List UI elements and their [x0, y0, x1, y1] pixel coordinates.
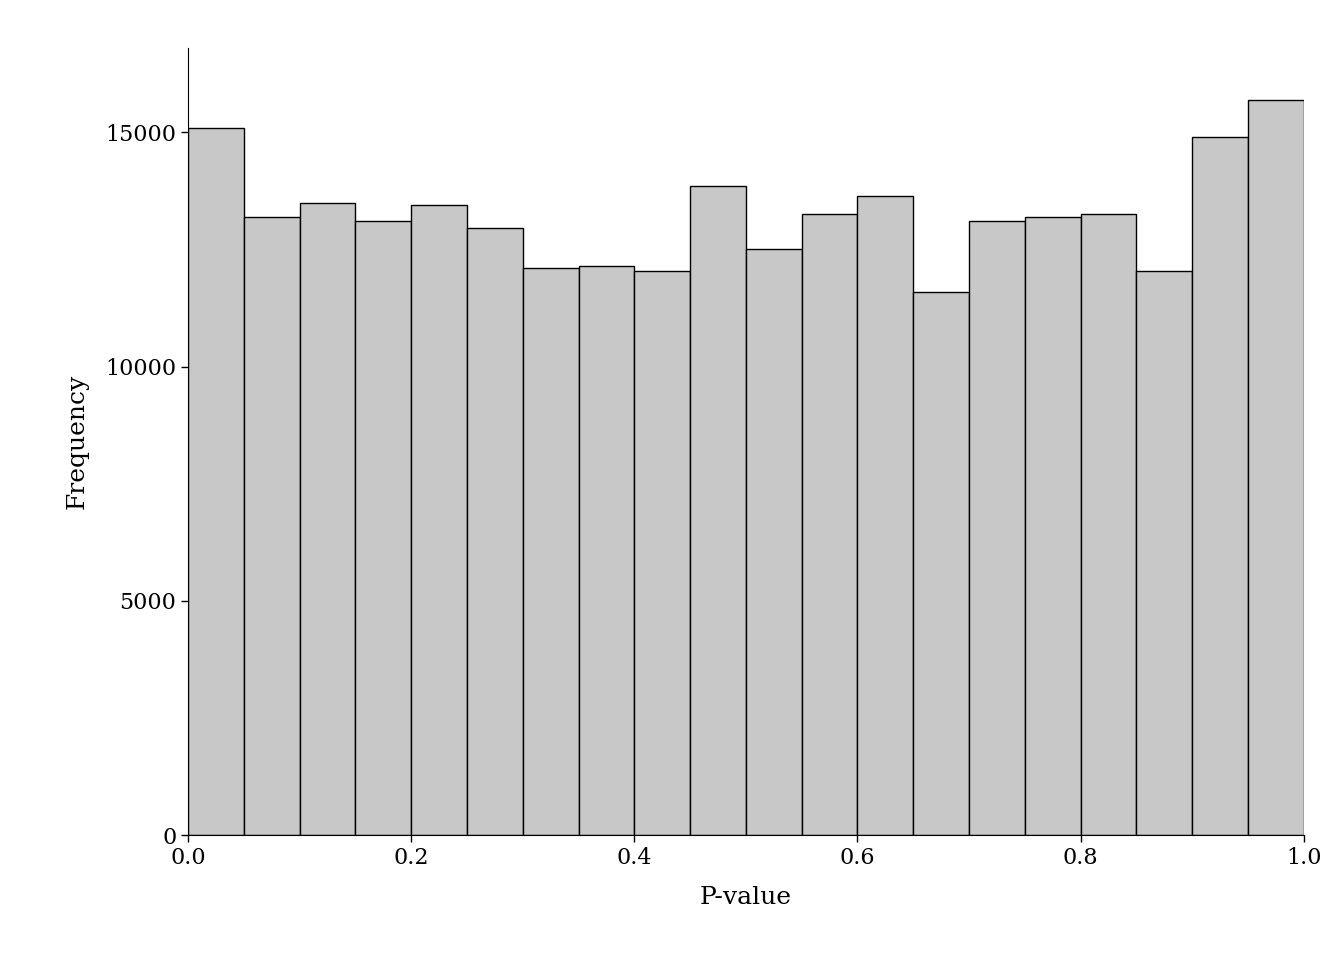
Bar — [245, 217, 300, 835]
Bar — [411, 205, 468, 835]
Bar — [1192, 137, 1247, 835]
Bar — [523, 268, 578, 835]
Bar — [1024, 217, 1081, 835]
Bar — [468, 228, 523, 835]
Bar — [746, 250, 801, 835]
Bar — [355, 222, 411, 835]
Bar — [188, 128, 245, 835]
Bar — [857, 196, 914, 835]
Bar — [1081, 214, 1137, 835]
Bar — [634, 271, 691, 835]
Bar — [579, 266, 634, 835]
Bar — [801, 214, 857, 835]
Bar — [300, 203, 355, 835]
Y-axis label: Frequency: Frequency — [66, 374, 89, 509]
X-axis label: P-value: P-value — [700, 886, 792, 909]
Bar — [1249, 100, 1304, 835]
Bar — [969, 222, 1025, 835]
Bar — [914, 292, 969, 835]
Bar — [1137, 271, 1192, 835]
Bar — [691, 186, 746, 835]
